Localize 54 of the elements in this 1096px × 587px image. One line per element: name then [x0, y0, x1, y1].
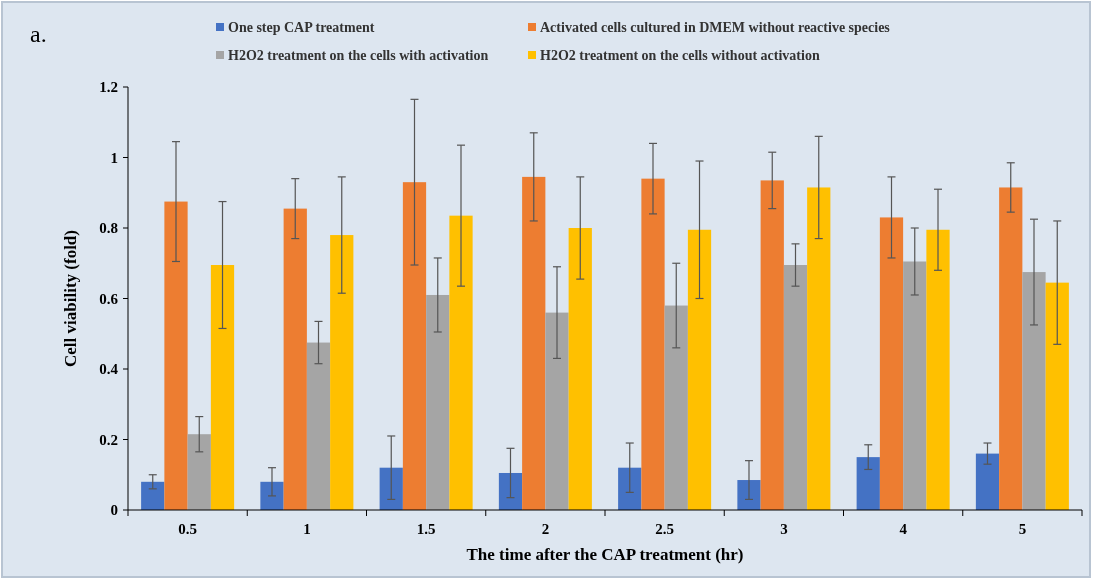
- bar: [903, 261, 927, 510]
- bar: [807, 187, 831, 510]
- bar: [975, 453, 1000, 510]
- x-tick-label: 4: [899, 521, 908, 537]
- legend-label: Activated cells cultured in DMEM without reactive species: [540, 20, 891, 35]
- bar: [641, 178, 665, 510]
- bar: [379, 467, 403, 510]
- x-tick-label: 1: [303, 521, 311, 537]
- bar: [760, 180, 784, 510]
- y-tick-label: 1: [110, 149, 118, 166]
- bar: [260, 481, 284, 510]
- bar: [164, 201, 188, 510]
- bar: [687, 229, 712, 510]
- legend-label: H2O2 treatment on the cells without activation: [540, 48, 820, 63]
- legend-label: H2O2 treatment on the cells with activation: [228, 48, 489, 63]
- y-tick-label: 0.6: [99, 290, 119, 307]
- bar: [449, 215, 473, 510]
- bar: [522, 176, 546, 510]
- x-tick-label: 5: [1018, 521, 1027, 537]
- x-axis-title: The time after the CAP treatment (hr): [466, 545, 744, 564]
- bar: [1022, 272, 1046, 510]
- bar: [545, 312, 569, 510]
- y-axis-title: Cell viability (fold): [61, 230, 80, 367]
- bar: [1045, 282, 1069, 510]
- bar: [210, 265, 235, 510]
- x-tick-label: 1.5: [416, 521, 436, 537]
- y-tick-label: 0.4: [99, 361, 119, 377]
- bar: [330, 235, 354, 510]
- bar: [856, 457, 880, 510]
- bar: [283, 208, 307, 510]
- bar: [498, 472, 523, 510]
- y-tick-label: 1.2: [99, 79, 118, 95]
- bar: [568, 228, 592, 510]
- bar: [783, 265, 808, 510]
- bar: [879, 217, 904, 510]
- bar: [141, 481, 165, 510]
- y-tick-label: 0.2: [99, 431, 118, 448]
- legend-label: One step CAP treatment: [228, 20, 375, 35]
- y-tick-label: 0.8: [99, 220, 118, 236]
- bar: [187, 434, 211, 510]
- bar: [926, 229, 950, 510]
- x-tick-label: 0.5: [178, 521, 197, 537]
- y-tick-label: 0: [110, 502, 118, 518]
- x-tick-label: 2: [541, 521, 550, 537]
- bar: [999, 187, 1023, 510]
- bar: [664, 305, 688, 510]
- bar: [737, 480, 761, 510]
- x-tick-label: 3: [780, 521, 788, 537]
- x-tick-label: 2.5: [655, 521, 674, 537]
- bar: [402, 182, 427, 510]
- bar: [306, 342, 331, 510]
- bar: [426, 294, 450, 510]
- text: a.: [30, 21, 47, 47]
- bar: [618, 467, 642, 510]
